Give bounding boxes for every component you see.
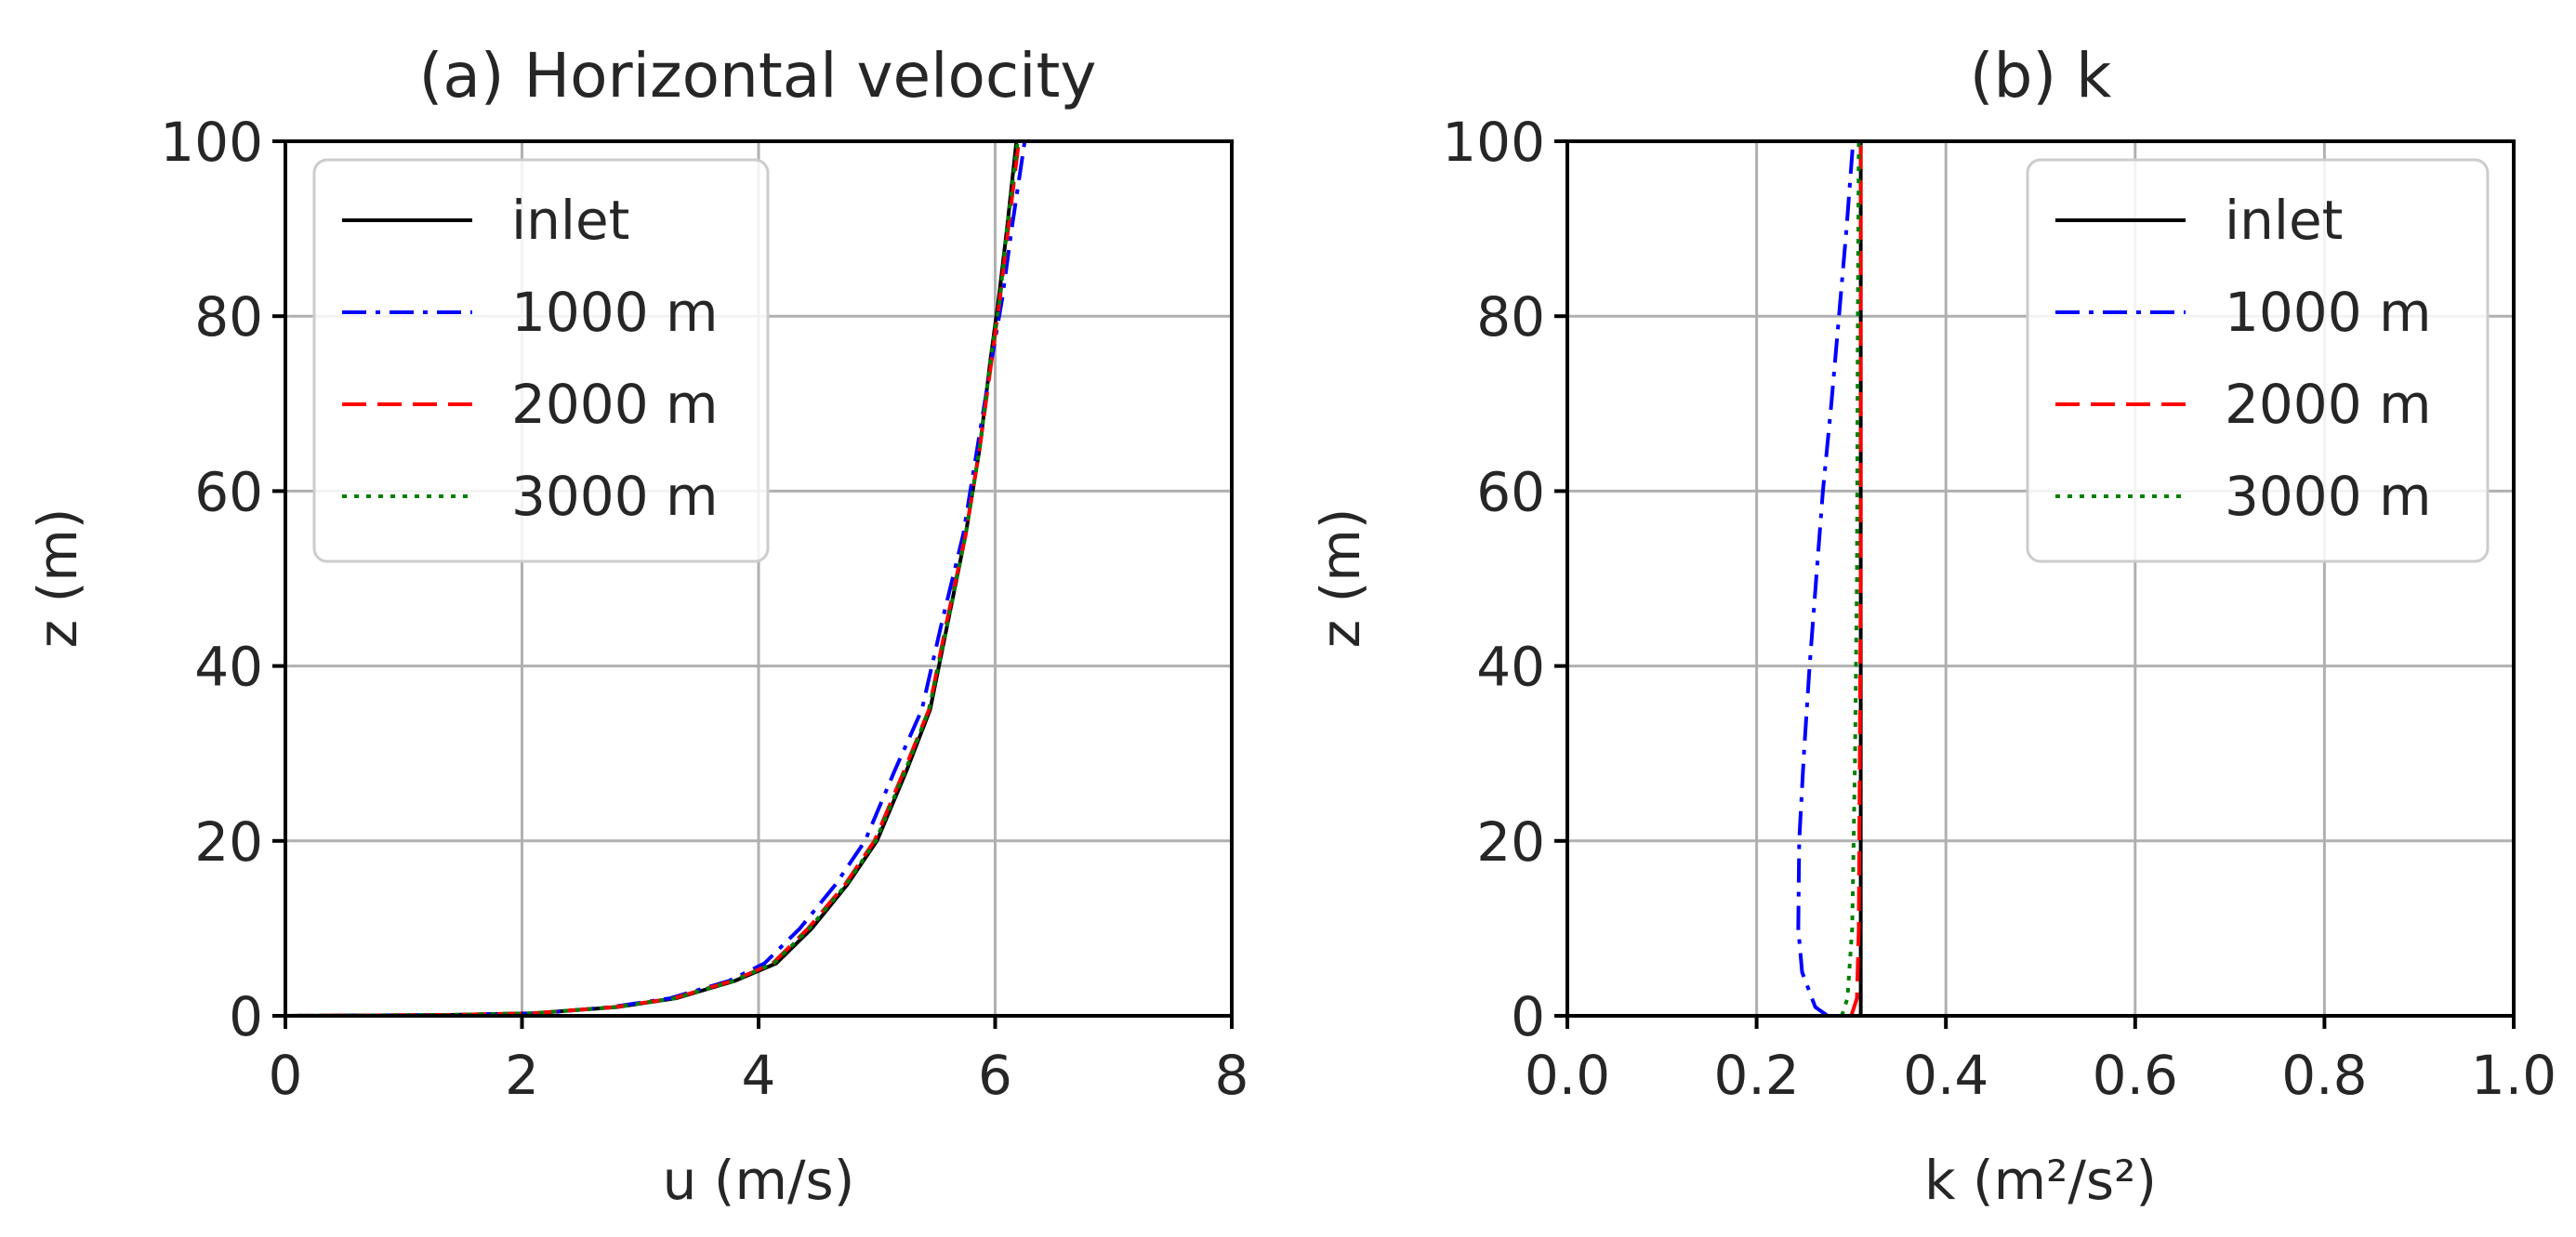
legend-label: 2000 m [2225, 373, 2432, 436]
x-axis-label: u (m/s) [663, 1149, 855, 1212]
legend-entry: 2000 m [342, 373, 719, 436]
x-tick-label: 1.0 [2471, 1044, 2556, 1107]
legend-entry: inlet [2055, 189, 2343, 252]
legend-entry: inlet [342, 189, 629, 252]
y-tick-label: 20 [194, 810, 263, 874]
y-tick-label: 40 [1476, 636, 1545, 699]
legend-label: 3000 m [2225, 465, 2432, 528]
y-tick-label: 80 [1476, 285, 1545, 349]
y-tick-label: 100 [1442, 111, 1545, 174]
series-line-3000-m [284, 140, 1020, 1018]
series-layer [284, 140, 1027, 1018]
legend-label: 3000 m [511, 465, 719, 528]
series-line-1000-m [1796, 140, 1856, 1018]
legend-label: 1000 m [2225, 281, 2432, 344]
series-line-3000-m [1840, 140, 1861, 1017]
y-tick-label: 60 [1476, 460, 1545, 523]
chart-horizontal-velocity: (a) Horizontal velocity 0 2 4 6 8 0 20 4… [26, 40, 1248, 1212]
series-line-2000-m [1849, 141, 1863, 1017]
x-tick-label: 0.0 [1525, 1044, 1610, 1107]
x-tick-label: 0.8 [2281, 1044, 2367, 1107]
y-tick-label: 80 [194, 285, 263, 349]
y-axis-label: z (m) [26, 508, 89, 649]
legend-entry: 3000 m [2055, 465, 2432, 528]
legend: inlet 1000 m 2000 m 3000 m [2026, 158, 2490, 563]
legend-entry: 1000 m [2055, 281, 2432, 344]
y-tick-label: 100 [160, 111, 263, 174]
legend-label: inlet [2225, 189, 2343, 252]
x-tick-label: 2 [505, 1044, 539, 1107]
y-axis-label: z (m) [1309, 508, 1372, 649]
y-tick-label: 0 [1511, 985, 1545, 1048]
x-tick-label: 6 [978, 1044, 1012, 1107]
legend-label: 2000 m [511, 373, 719, 436]
tick-layer [1554, 139, 2516, 1029]
legend-entry: 2000 m [2055, 373, 2432, 436]
legend-label: 1000 m [511, 281, 719, 344]
axes-frame [1565, 139, 2516, 1018]
x-tick-label: 0.4 [1903, 1044, 1988, 1107]
y-tick-label: 0 [229, 985, 263, 1048]
x-tick-label: 0.2 [1713, 1044, 1799, 1107]
x-axis-label: k (m²/s²) [1924, 1149, 2157, 1212]
legend-frame [312, 158, 770, 563]
series-layer [1796, 140, 1863, 1018]
legend: inlet 1000 m 2000 m 3000 m [312, 158, 770, 563]
y-tick-label: 60 [194, 460, 263, 523]
tick-layer [272, 139, 1234, 1029]
y-tick-label: 40 [194, 636, 263, 699]
chart-title: (a) Horizontal velocity [419, 40, 1097, 112]
legend-label: inlet [511, 189, 629, 252]
chart-k: (b) k 0.0 0.2 0.4 0.6 0.8 1.0 0 20 40 60… [1309, 40, 2556, 1212]
x-tick-label: 8 [1215, 1044, 1249, 1107]
x-tick-label: 4 [742, 1044, 776, 1107]
x-tick-label: 0 [269, 1044, 303, 1107]
legend-entry: 3000 m [342, 465, 719, 528]
y-tick-label: 20 [1476, 810, 1545, 874]
legend-frame [2026, 158, 2490, 563]
legend-entry: 1000 m [342, 281, 719, 344]
chart-title: (b) k [1970, 40, 2112, 112]
x-tick-label: 0.6 [2093, 1044, 2178, 1107]
